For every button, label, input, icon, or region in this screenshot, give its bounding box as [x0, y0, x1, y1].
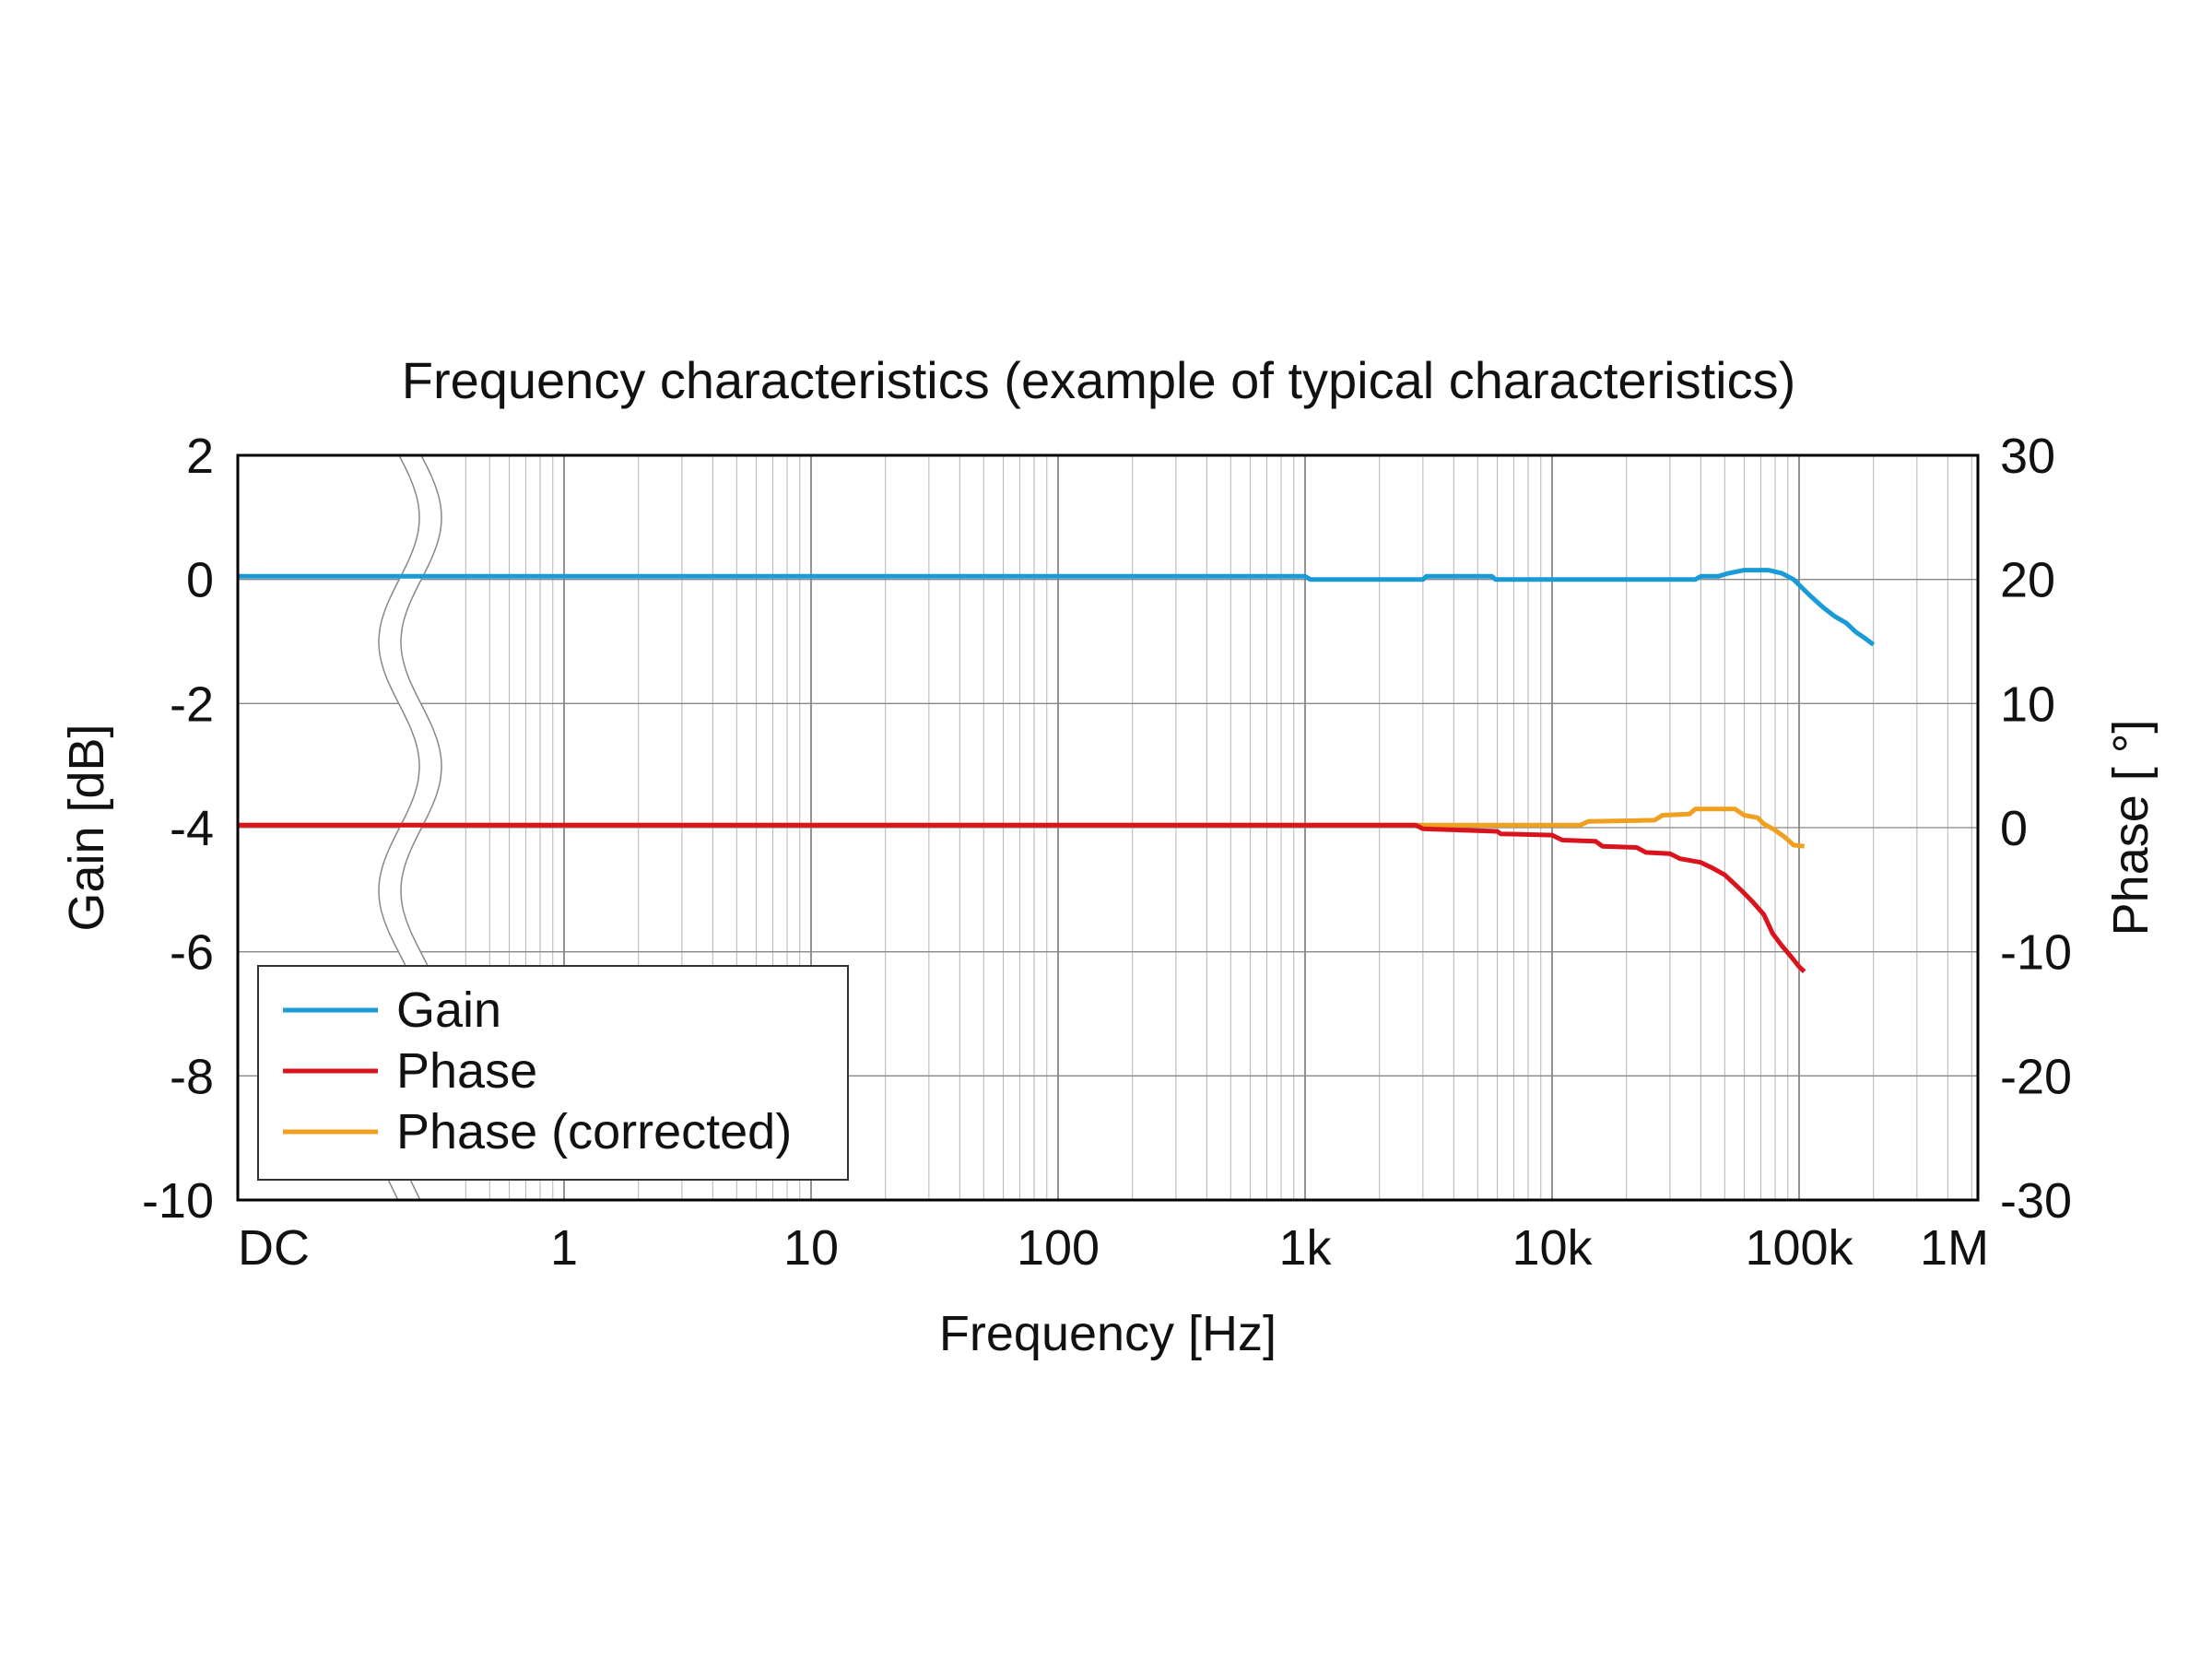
y-left-tick-label: -8 [170, 1049, 214, 1104]
legend-label-phase-corrected: Phase (corrected) [396, 1104, 792, 1159]
y-left-tick-label: 0 [186, 553, 214, 608]
y-right-axis-label: Phase [ °] [2103, 720, 2159, 936]
y-right-tick-label: 0 [2000, 801, 2028, 856]
x-tick-label: 1k [1278, 1220, 1332, 1276]
y-right-tick-label: 20 [2000, 553, 2055, 608]
legend: Gain Phase Phase (corrected) [257, 965, 849, 1181]
y-left-tick-label: 2 [186, 429, 214, 484]
x-tick-labels: DC 1 10 100 1k 10k 100k 1M [238, 1220, 1989, 1276]
series-line-phase-corrected [238, 806, 1805, 849]
y-right-tick-label: 30 [2000, 429, 2055, 484]
y-left-tick-label: -6 [170, 925, 214, 981]
series-line-phase [238, 822, 1806, 974]
chart-title: Frequency characteristics (example of ty… [402, 351, 1796, 409]
x-tick-label: 100 [1017, 1220, 1100, 1276]
x-tick-label: 1 [550, 1220, 578, 1276]
y-left-tick-label: -4 [170, 801, 214, 856]
x-tick-label: DC [238, 1220, 310, 1276]
x-tick-label: 100k [1745, 1220, 1853, 1276]
x-axis-label: Frequency [Hz] [939, 1306, 1277, 1361]
y-right-tick-label: -10 [2000, 925, 2072, 981]
legend-label-phase: Phase [396, 1043, 537, 1099]
y-right-tick-labels: 30 20 10 0 -10 -20 -30 [2000, 429, 2072, 1229]
data-lines [238, 568, 1876, 974]
legend-label-gain: Gain [396, 982, 501, 1038]
y-left-axis-label: Gain [dB] [59, 724, 114, 931]
x-tick-label: 1M [1920, 1220, 1989, 1276]
y-left-tick-labels: 2 0 -2 -4 -6 -8 -10 [142, 429, 214, 1229]
y-left-tick-label: -10 [142, 1173, 214, 1229]
series-line-gain [238, 568, 1876, 647]
x-tick-label: 10 [783, 1220, 839, 1276]
y-right-tick-label: -30 [2000, 1173, 2072, 1229]
y-left-tick-label: -2 [170, 677, 214, 732]
plot-frame [236, 453, 1980, 1202]
y-right-tick-label: 10 [2000, 677, 2055, 732]
y-right-tick-label: -20 [2000, 1049, 2072, 1104]
x-tick-label: 10k [1512, 1220, 1593, 1276]
